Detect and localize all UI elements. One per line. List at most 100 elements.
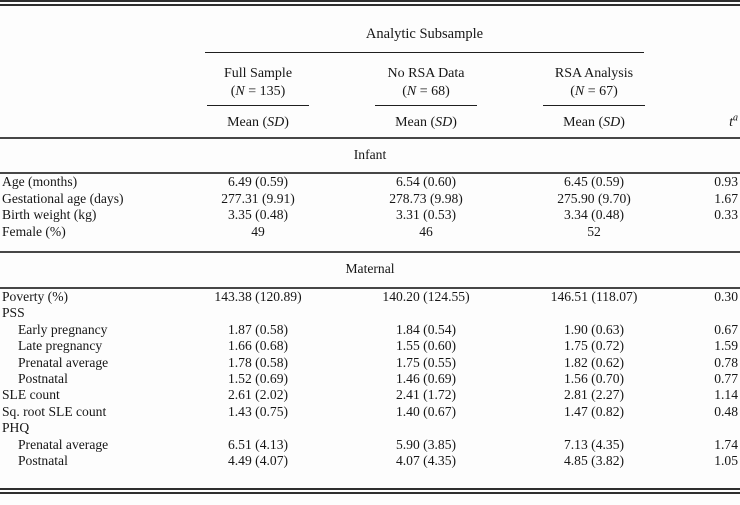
table-footer <box>0 470 740 491</box>
column-title: Full Sample <box>223 66 293 81</box>
row-label: Prenatal average <box>18 436 109 452</box>
table-body: Infant Age (months) 6.49 (0.59) 6.54 (0.60)… <box>0 138 740 470</box>
mean-sd-value: 6.49 (0.59) <box>227 174 289 190</box>
row-label: Prenatal average <box>18 354 109 370</box>
column-title: RSA Analysis <box>554 66 634 81</box>
mean-sd-value: 3.31 (0.53) <box>395 207 457 223</box>
row-label: Postnatal <box>18 453 68 469</box>
mean-sd-value: 1.84 (0.54) <box>395 321 457 337</box>
mean-sd-value: 1.56 (0.70) <box>563 370 625 386</box>
mean-sd-value: 275.90 (9.70) <box>557 190 631 206</box>
mean-sd-value: 6.45 (0.59) <box>563 174 625 190</box>
mean-sd-value: 4.85 (3.82) <box>563 453 625 469</box>
mean-sd-value: 1.87 (0.58) <box>227 321 289 337</box>
spanner-right-spacer <box>662 3 740 53</box>
section-header-row: Infant <box>0 138 740 175</box>
mean-sd-value: 1.75 (0.72) <box>563 338 625 354</box>
t-value: 0.67 <box>714 321 739 337</box>
spanner-label: Analytic Subsample <box>365 26 484 42</box>
t-value: 1.14 <box>714 387 739 403</box>
table-row: PHQ <box>0 420 740 436</box>
mean-sd-value: 1.52 (0.69) <box>227 370 289 386</box>
mean-sd-header-row: Mean (SD) Mean (SD) Mean (SD) ta <box>0 106 740 139</box>
table-row: PSS <box>0 305 740 321</box>
mean-sd-value: 7.13 (4.35) <box>563 436 625 452</box>
mean-sd-value: 146.51 (118.07) <box>550 288 638 304</box>
column-n: (N = 67) <box>570 84 618 99</box>
table-row: Early pregnancy 1.87 (0.58) 1.84 (0.54) 1.9… <box>0 322 740 338</box>
t-value <box>662 420 740 436</box>
t-value: 0.33 <box>714 207 739 223</box>
column-header-row: Full Sample (N = 135) No RSA Data (N = 6… <box>0 53 740 106</box>
spanner-underline: Analytic Subsample <box>205 25 645 53</box>
mean-sd-value: 277.31 (9.91) <box>221 190 295 206</box>
column-title: No RSA Data <box>387 66 465 81</box>
table-row: Sq. root SLE count 1.43 (0.75) 1.40 (0.67)… <box>0 404 740 420</box>
row-label: Late pregnancy <box>18 338 103 354</box>
section-title: Maternal <box>0 252 740 289</box>
mean-sd-value: 2.41 (1.72) <box>395 387 457 403</box>
mean-sd-value: 1.43 (0.75) <box>227 403 289 419</box>
row-label: Poverty (%) <box>2 288 69 304</box>
t-column-spacer <box>662 53 740 106</box>
row-label: Female (%) <box>0 223 190 254</box>
mean-sd-value: 6.51 (4.13) <box>227 436 289 452</box>
mean-sd-value <box>526 305 662 321</box>
bottom-spacer <box>0 470 740 491</box>
mean-sd-value: 143.38 (120.89) <box>214 288 302 304</box>
mean-sd-header: Mean (SD) <box>526 106 663 139</box>
row-label: PSS <box>2 305 25 321</box>
spanner-row: Analytic Subsample <box>0 3 740 53</box>
mean-sd-value: 2.61 (2.02) <box>227 387 289 403</box>
t-value: 0.93 <box>714 174 739 190</box>
column-header-full-sample: Full Sample (N = 135) <box>190 53 326 106</box>
bottom-spacer-row <box>0 470 740 491</box>
mean-sd-value: 49 <box>190 223 326 254</box>
mean-sd-value: 1.47 (0.82) <box>563 403 625 419</box>
row-label: Postnatal <box>18 370 68 386</box>
table-row: Prenatal average 1.78 (0.58) 1.75 (0.55) 1.… <box>0 355 740 371</box>
mean-sd-value: 52 <box>526 223 663 254</box>
mean-sd-value <box>190 305 326 321</box>
column-n: (N = 68) <box>402 84 450 99</box>
t-value: 1.59 <box>714 338 739 354</box>
section-title: Infant <box>0 138 740 175</box>
t-value: 1.05 <box>714 453 739 469</box>
mean-sd-value <box>326 420 526 436</box>
t-value <box>662 305 740 321</box>
mean-sd-header: Mean (SD) <box>190 106 326 139</box>
t-value: 0.30 <box>714 288 739 304</box>
mean-sd-value: 4.49 (4.07) <box>227 453 289 469</box>
t-value <box>662 223 740 254</box>
table-row: Late pregnancy 1.66 (0.68) 1.55 (0.60) 1.75… <box>0 338 740 354</box>
t-value: 1.74 <box>714 436 739 452</box>
mean-sd-value <box>190 420 326 436</box>
table-row: Gestational age (days) 277.31 (9.91) 278.7… <box>0 191 740 207</box>
t-value: 0.48 <box>714 403 739 419</box>
mean-sd-value: 46 <box>326 223 526 254</box>
table-row: Age (months) 6.49 (0.59) 6.54 (0.60) 6.45 (… <box>0 173 740 190</box>
table-header: Analytic Subsample Full Sample (N = 135)… <box>0 3 740 139</box>
mean-sd-value: 6.54 (0.60) <box>395 174 457 190</box>
row-label: Age (months) <box>2 174 78 190</box>
mean-sd-value <box>326 305 526 321</box>
table-row: Postnatal 4.49 (4.07) 4.07 (4.35) 4.85 (3.8… <box>0 453 740 469</box>
row-label: Gestational age (days) <box>2 190 124 206</box>
column-underline <box>375 105 477 106</box>
row-label: Early pregnancy <box>18 321 108 337</box>
mean-sd-value: 1.46 (0.69) <box>395 370 457 386</box>
spanner-left-spacer <box>0 3 190 53</box>
column-header-rsa-analysis: RSA Analysis (N = 67) <box>526 53 662 106</box>
mean-sd-value: 1.75 (0.55) <box>395 354 457 370</box>
table-row: Female (%) 49 46 52 <box>0 223 740 254</box>
mean-sd-value: 140.20 (124.55) <box>382 288 470 304</box>
t-value: 0.78 <box>714 354 739 370</box>
row-label: Sq. root SLE count <box>2 403 107 419</box>
spanner-cell: Analytic Subsample <box>190 3 662 53</box>
column-underline <box>543 105 645 106</box>
mean-sd-value: 1.82 (0.62) <box>563 354 625 370</box>
t-statistic-header: ta <box>662 106 740 139</box>
table-row: Prenatal average 6.51 (4.13) 5.90 (3.85) 7.… <box>0 437 740 453</box>
row-label: SLE count <box>2 387 60 403</box>
